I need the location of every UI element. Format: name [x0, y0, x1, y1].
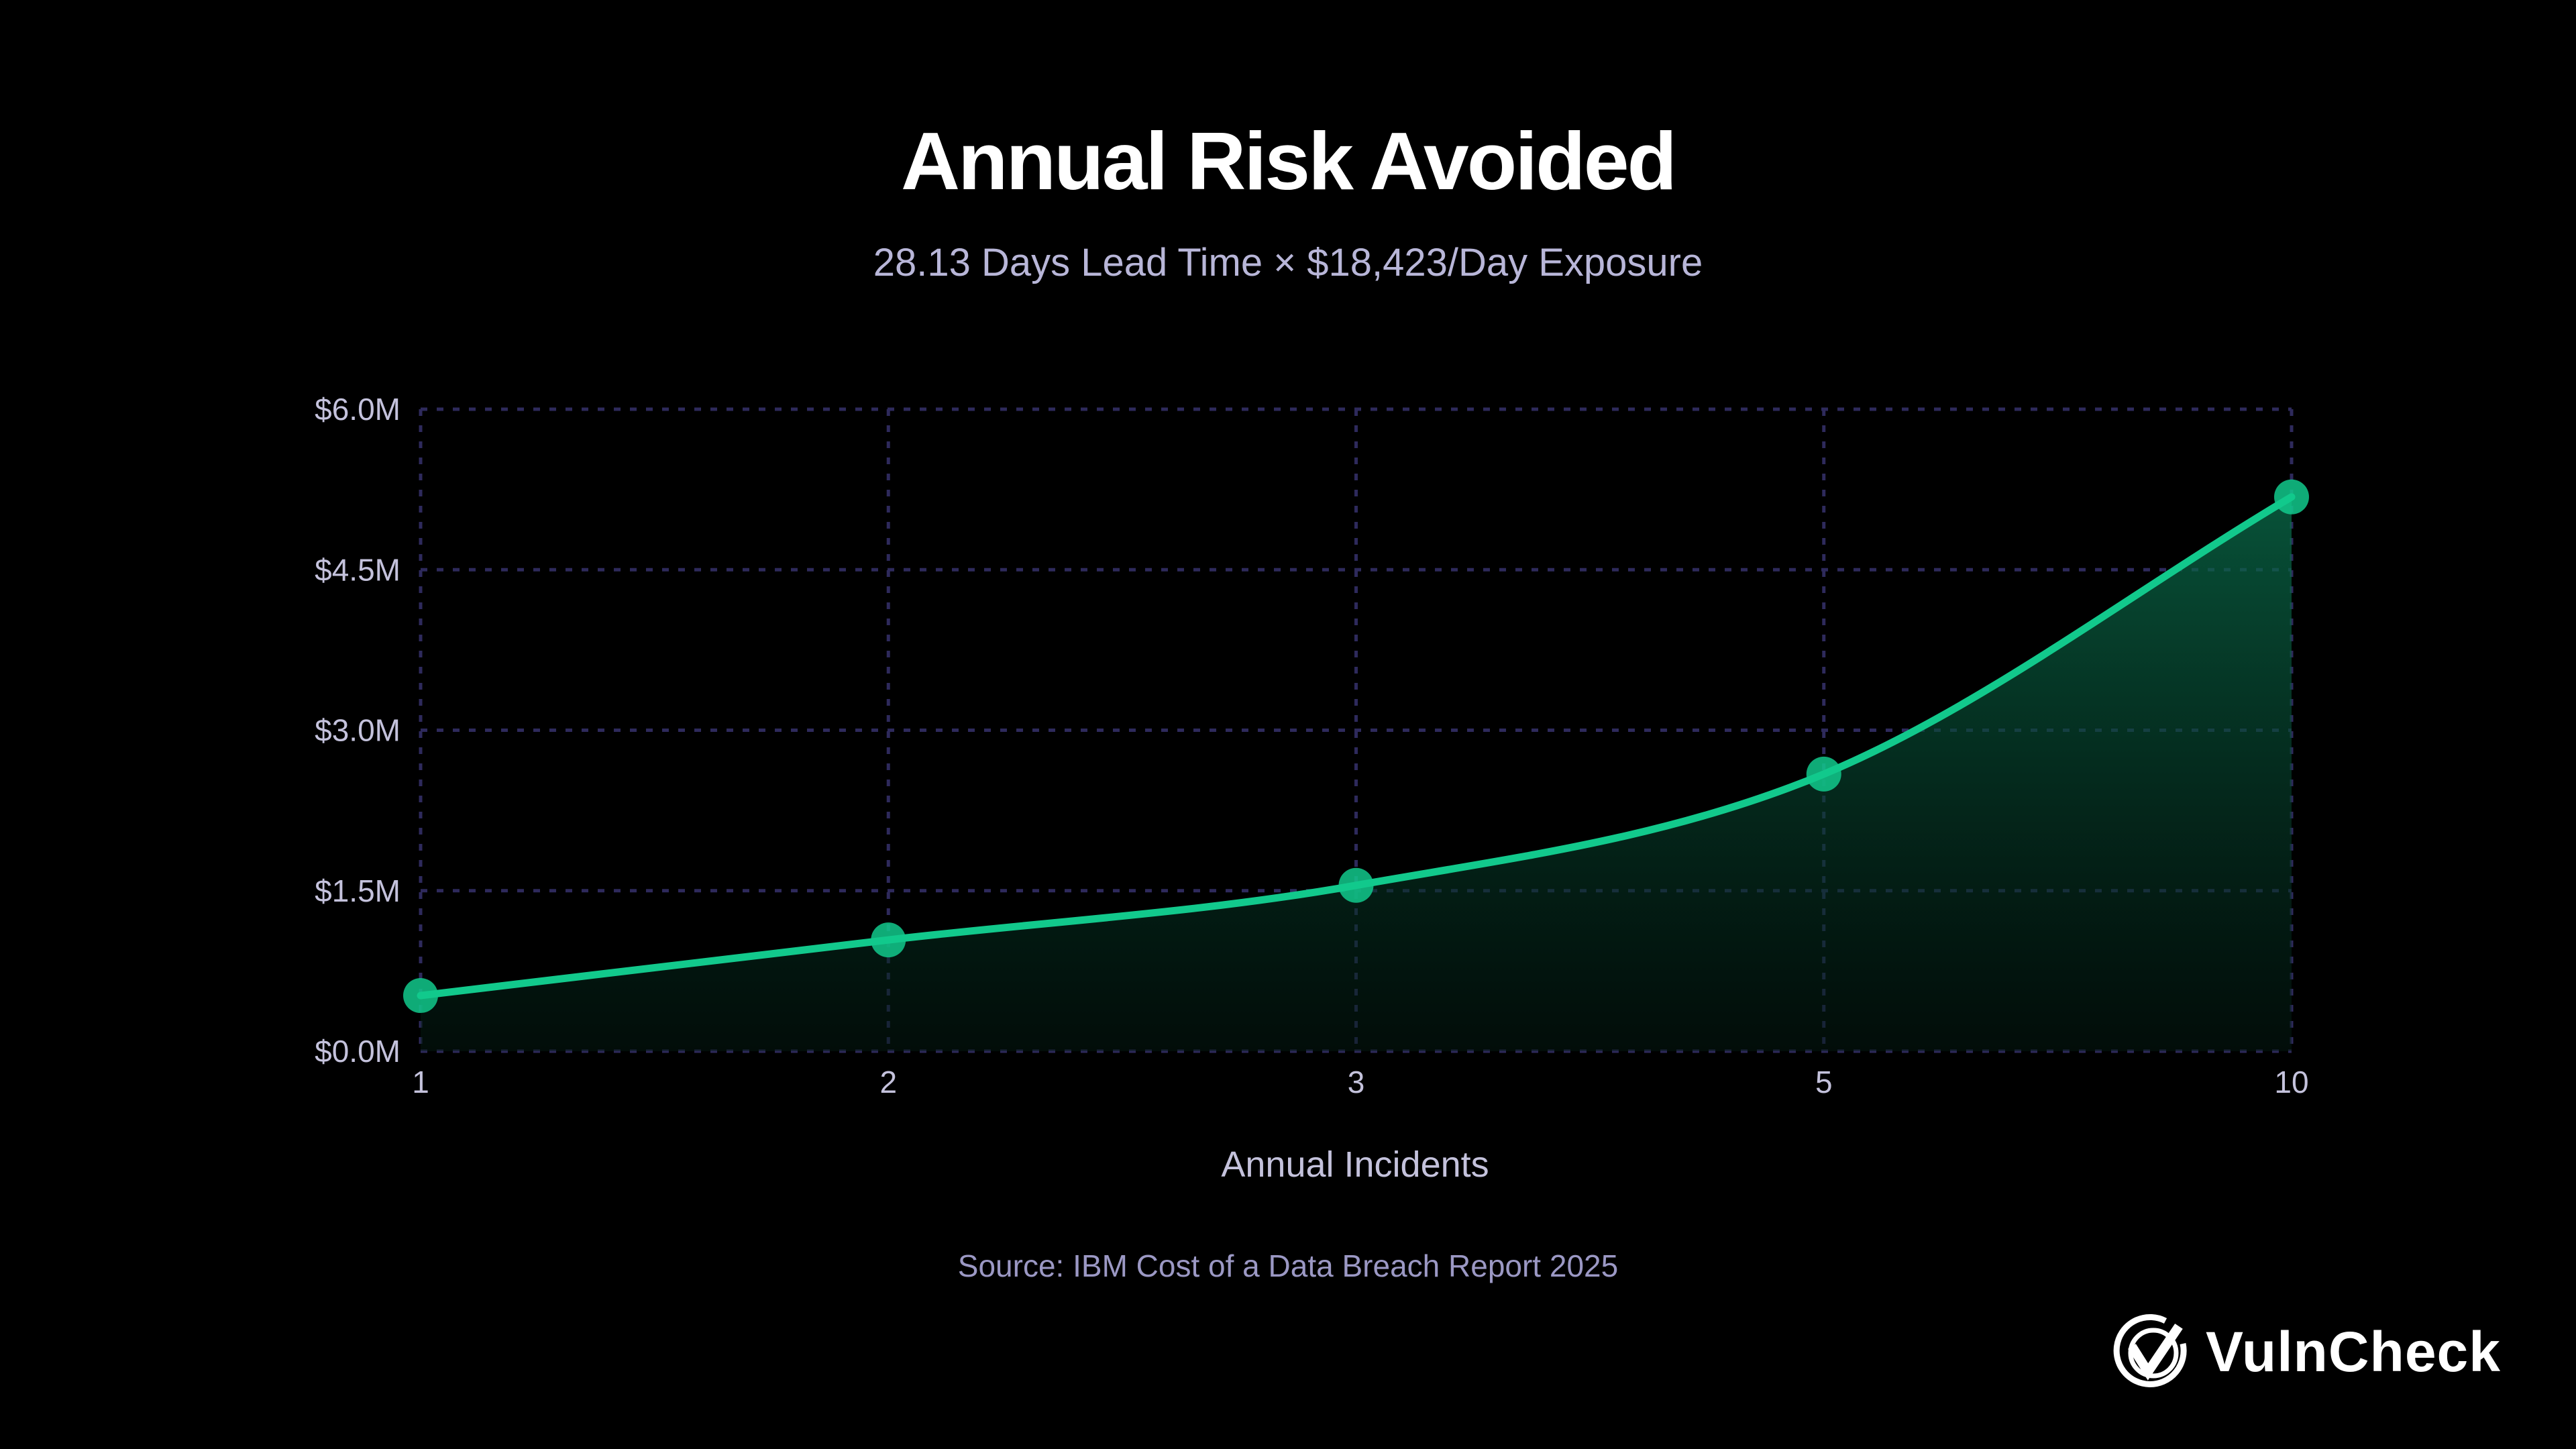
chart-title: Annual Risk Avoided [900, 115, 1677, 207]
y-tick-label: $3.0M [315, 713, 400, 748]
x-tick-label: 10 [2274, 1065, 2308, 1099]
y-tick-label: $6.0M [315, 392, 400, 427]
x-tick-label: 1 [412, 1065, 429, 1099]
check-shield-icon [2113, 1313, 2187, 1387]
x-axis-label: Annual Incidents [1221, 1144, 1489, 1185]
data-point [1806, 756, 1841, 792]
x-tick-label: 3 [1348, 1065, 1365, 1099]
area-fill [421, 496, 2292, 1051]
data-point [1338, 867, 1374, 903]
y-tick-label: $1.5M [315, 873, 400, 908]
x-tick-label: 2 [879, 1065, 897, 1099]
vulncheck-logo: VulnCheck [2113, 1311, 2501, 1392]
data-point [871, 922, 906, 958]
y-tick-label: $0.0M [315, 1034, 400, 1069]
x-tick-label: 5 [1815, 1065, 1833, 1099]
source-note: Source: IBM Cost of a Data Breach Report… [957, 1248, 1619, 1283]
data-point [2274, 479, 2309, 515]
logo-text: VulnCheck [2206, 1320, 2501, 1383]
chart-subtitle: 28.13 Days Lead Time × $18,423/Day Expos… [873, 241, 1703, 284]
data-point [403, 978, 438, 1014]
y-tick-label: $4.5M [315, 552, 400, 587]
